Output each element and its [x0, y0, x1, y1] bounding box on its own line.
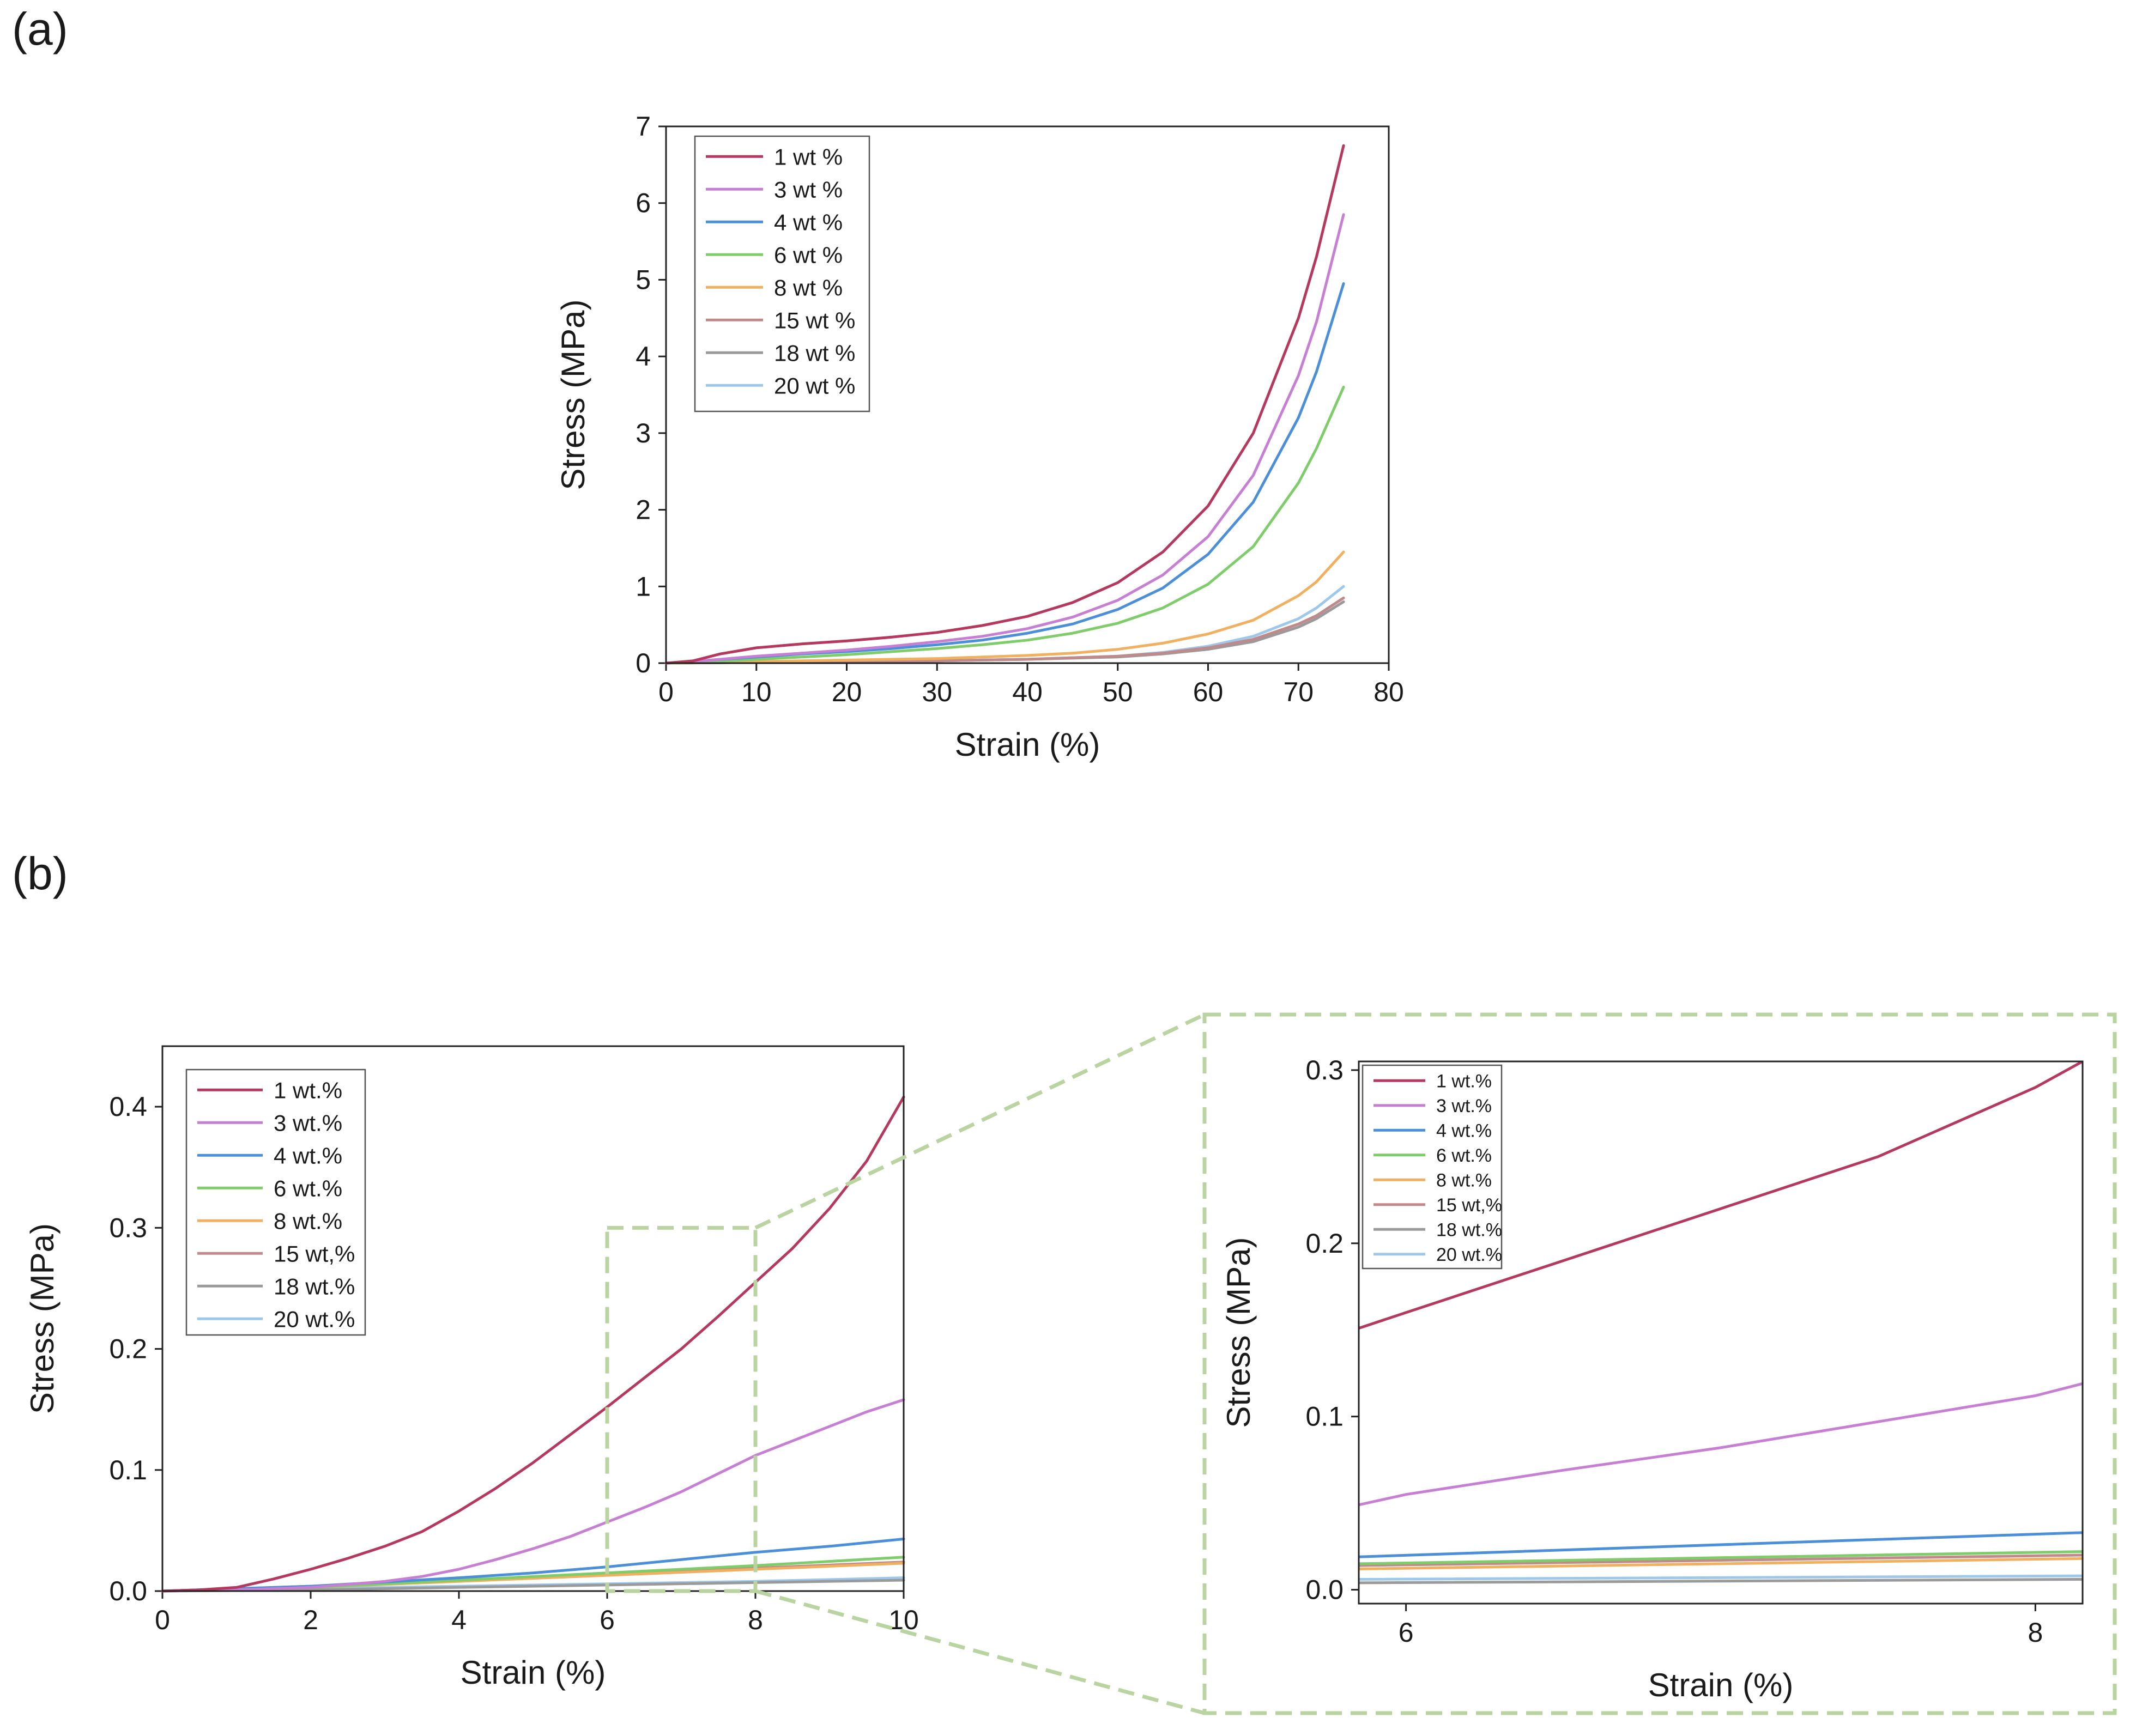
series-line-inset-3wt: [1359, 1382, 2083, 1507]
legend-label-a: 8 wt %: [774, 275, 843, 300]
legend-label-b: 4 wt.%: [274, 1143, 342, 1168]
y-tick-label-inset: 0.2: [1305, 1228, 1344, 1259]
x-tick-label-a: 10: [741, 677, 772, 707]
series-group-inset: [1359, 1061, 2083, 1585]
legend-label-inset: 20 wt.%: [1436, 1245, 1502, 1265]
series-line-a-8wt: [664, 550, 1345, 665]
plot-frame-inset: [1358, 1060, 2084, 1605]
x-tick-label-b: 2: [303, 1605, 318, 1635]
legend-label-inset: 6 wt.%: [1436, 1145, 1492, 1166]
legend-label-inset: 3 wt.%: [1436, 1096, 1492, 1116]
x-tick-label-inset: 8: [2028, 1617, 2043, 1648]
x-tick-label-a: 0: [658, 677, 674, 707]
y-axis-title-b: Stress (MPa): [24, 1223, 60, 1414]
chart-inset: 6 8 0.0 0.1 0.2 0.3 Strain (%) Stress (MPa) 1 wt…: [1220, 1055, 2084, 1703]
legend-label-a: 20 wt %: [774, 373, 855, 398]
y-tick-label-a: 2: [636, 495, 651, 525]
series-line-inset-6wt: [1359, 1550, 2083, 1565]
series-line-a-1wt: [664, 144, 1345, 665]
legend-label-inset: 8 wt.%: [1436, 1170, 1492, 1191]
legend-label-a: 3 wt %: [774, 177, 843, 202]
plot-frame-b: [161, 1045, 905, 1592]
y-tick-label-a: 5: [636, 264, 651, 295]
legend-box-b: [185, 1069, 366, 1336]
panel-b-label: (b): [12, 848, 68, 899]
legend-box-a: [694, 135, 870, 412]
x-tick-label-b: 8: [748, 1605, 763, 1635]
series-line-inset-20wt: [1359, 1574, 2083, 1581]
x-tick-label-a: 20: [832, 677, 862, 707]
legend-label-b: 1 wt.%: [274, 1077, 342, 1103]
y-tick-label-b: 0.1: [109, 1455, 147, 1485]
series-line-a-3wt: [664, 213, 1345, 665]
x-axis-title-a: Strain (%): [955, 726, 1100, 763]
x-tick-label-inset: 6: [1399, 1617, 1414, 1648]
y-tick-label-inset: 0.3: [1305, 1055, 1344, 1085]
y-tick-label-a: 6: [636, 188, 651, 218]
x-tick-label-b: 6: [600, 1605, 615, 1635]
legend-label-a: 6 wt %: [774, 242, 843, 268]
x-tick-label-a: 70: [1283, 677, 1314, 707]
y-tick-label-b: 0.2: [109, 1334, 147, 1364]
legend-label-b: 6 wt.%: [274, 1175, 342, 1201]
legend-label-a: 1 wt %: [774, 144, 843, 169]
y-tick-label-a: 4: [636, 341, 651, 372]
legend-label-b: 15 wt,%: [274, 1241, 355, 1266]
legend-label-b: 20 wt.%: [274, 1306, 355, 1332]
legend-label-inset: 4 wt.%: [1436, 1120, 1492, 1141]
legend-box-inset: [1362, 1064, 1503, 1270]
y-tick-label-a: 3: [636, 418, 651, 448]
series-line-inset-4wt: [1359, 1531, 2083, 1558]
x-tick-label-a: 30: [922, 677, 952, 707]
y-axis-title-a: Stress (MPa): [555, 299, 591, 490]
series-line-inset-1wt: [1359, 1061, 2083, 1330]
zoom-region-box: [605, 1225, 758, 1593]
series-line-a-6wt: [664, 385, 1345, 665]
legend-label-b: 18 wt.%: [274, 1273, 355, 1299]
series-line-b-1wt: [161, 1095, 905, 1593]
legend-label-b: 8 wt.%: [274, 1208, 342, 1234]
series-line-inset-8wt: [1359, 1557, 2083, 1570]
y-tick-label-b: 0.0: [109, 1576, 147, 1606]
y-tick-label-inset: 0.1: [1305, 1401, 1344, 1432]
y-tick-label-b: 0.4: [109, 1091, 147, 1122]
legend-label-inset: 18 wt.%: [1436, 1219, 1502, 1240]
y-axis-title-inset: Stress (MPa): [1220, 1237, 1257, 1428]
series-line-b-3wt: [161, 1398, 905, 1593]
y-tick-label-b: 0.3: [109, 1212, 147, 1243]
x-axis-title-inset: Strain (%): [1648, 1667, 1794, 1703]
series-line-b-18wt: [161, 1579, 905, 1593]
series-line-a-15wt: [664, 596, 1345, 665]
x-tick-label-a: 60: [1193, 677, 1224, 707]
x-tick-label-b: 0: [155, 1605, 170, 1635]
legend-label-inset: 15 wt,%: [1436, 1195, 1502, 1216]
panel-a-label: (a): [12, 3, 68, 54]
y-tick-label-inset: 0.0: [1305, 1575, 1344, 1605]
y-tick-label-a: 0: [636, 648, 651, 678]
plot-frame-a: [665, 125, 1390, 664]
zoom-connector-bottom: [755, 1589, 1205, 1715]
x-axis-title-b: Strain (%): [461, 1654, 606, 1691]
zoom-connector-top: [754, 1012, 1206, 1230]
series-line-inset-15wt: [1359, 1553, 2083, 1567]
legend-label-a: 4 wt %: [774, 209, 843, 235]
legend-label-a: 18 wt %: [774, 340, 855, 366]
x-tick-label-a: 80: [1373, 677, 1404, 707]
legend-label-a: 15 wt %: [774, 307, 855, 333]
x-tick-label-b: 4: [451, 1605, 467, 1635]
y-tick-label-a: 1: [636, 571, 651, 602]
series-line-inset-18wt: [1359, 1578, 2083, 1585]
legend-label-b: 3 wt.%: [274, 1110, 342, 1136]
y-tick-label-a: 7: [636, 111, 651, 142]
series-group-a: [664, 144, 1345, 665]
legend-label-inset: 1 wt.%: [1436, 1071, 1492, 1091]
x-tick-label-a: 50: [1103, 677, 1133, 707]
x-tick-label-a: 40: [1012, 677, 1043, 707]
inset-frame: [1202, 1012, 2117, 1715]
chart-a: 0 10 20 30 40 50 60 70 80 0 1 2 3 4 5 6 7 Strain (%) Stres…: [555, 111, 1404, 763]
